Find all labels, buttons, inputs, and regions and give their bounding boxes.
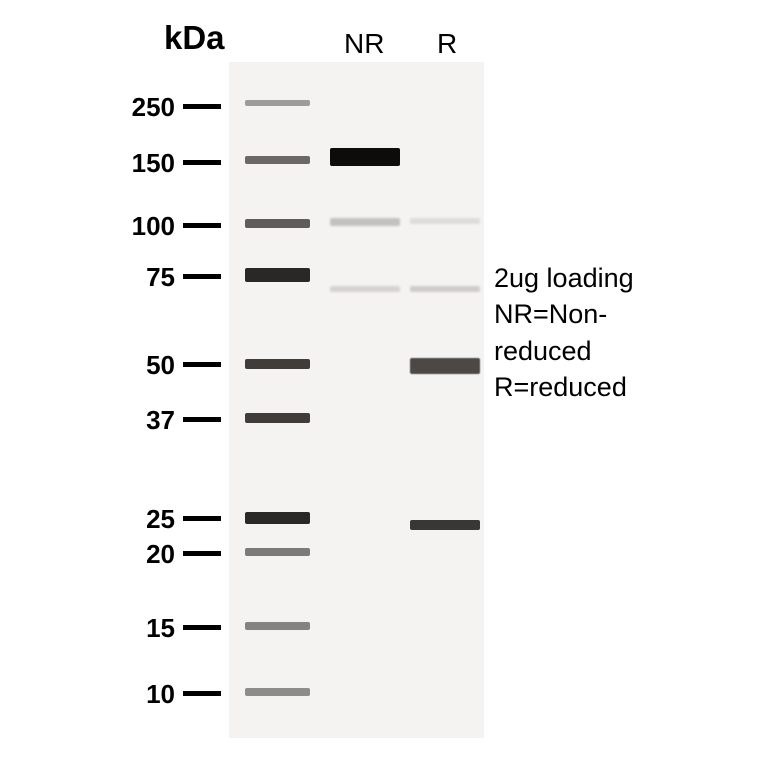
mw-tick-label: 15 [0,613,175,644]
mw-tick-label: 20 [0,539,175,570]
ladder-band [245,413,310,423]
r-band [410,286,480,292]
ladder-band [245,688,310,696]
nr-band [330,148,400,166]
mw-tick-mark [183,160,221,165]
ladder-band [245,548,310,556]
mw-tick-mark [183,362,221,367]
r-band [410,218,480,224]
mw-tick-label: 75 [0,262,175,293]
mw-tick-label: 150 [0,148,175,179]
mw-tick-mark [183,691,221,696]
ladder-band [245,268,310,282]
mw-tick-mark [183,417,221,422]
mw-tick-label: 25 [0,504,175,535]
ladder-band [245,219,310,228]
legend-annotation: 2ug loading NR=Non- reduced R=reduced [494,260,634,406]
r-band [410,358,480,374]
mw-tick-label: 50 [0,350,175,381]
gel-membrane [229,62,484,738]
lane-header-nr: NR [344,28,384,60]
nr-band [330,286,400,292]
axis-title-kda: kDa [164,19,225,57]
mw-tick-label: 10 [0,679,175,710]
mw-tick-mark [183,274,221,279]
ladder-band [245,156,310,164]
r-band [410,520,480,530]
mw-tick-mark [183,516,221,521]
mw-tick-mark [183,104,221,109]
mw-tick-mark [183,223,221,228]
mw-tick-mark [183,625,221,630]
mw-tick-mark [183,551,221,556]
sds-page-figure: kDa NR R 250 150 100 75 50 37 25 20 15 10 2ug load… [0,0,764,764]
ladder-band [245,622,310,630]
lane-header-r: R [437,28,457,60]
ladder-band [245,100,310,106]
mw-tick-label: 37 [0,405,175,436]
nr-band [330,218,400,226]
ladder-band [245,512,310,524]
mw-tick-label: 250 [0,92,175,123]
ladder-band [245,359,310,369]
mw-tick-label: 100 [0,211,175,242]
